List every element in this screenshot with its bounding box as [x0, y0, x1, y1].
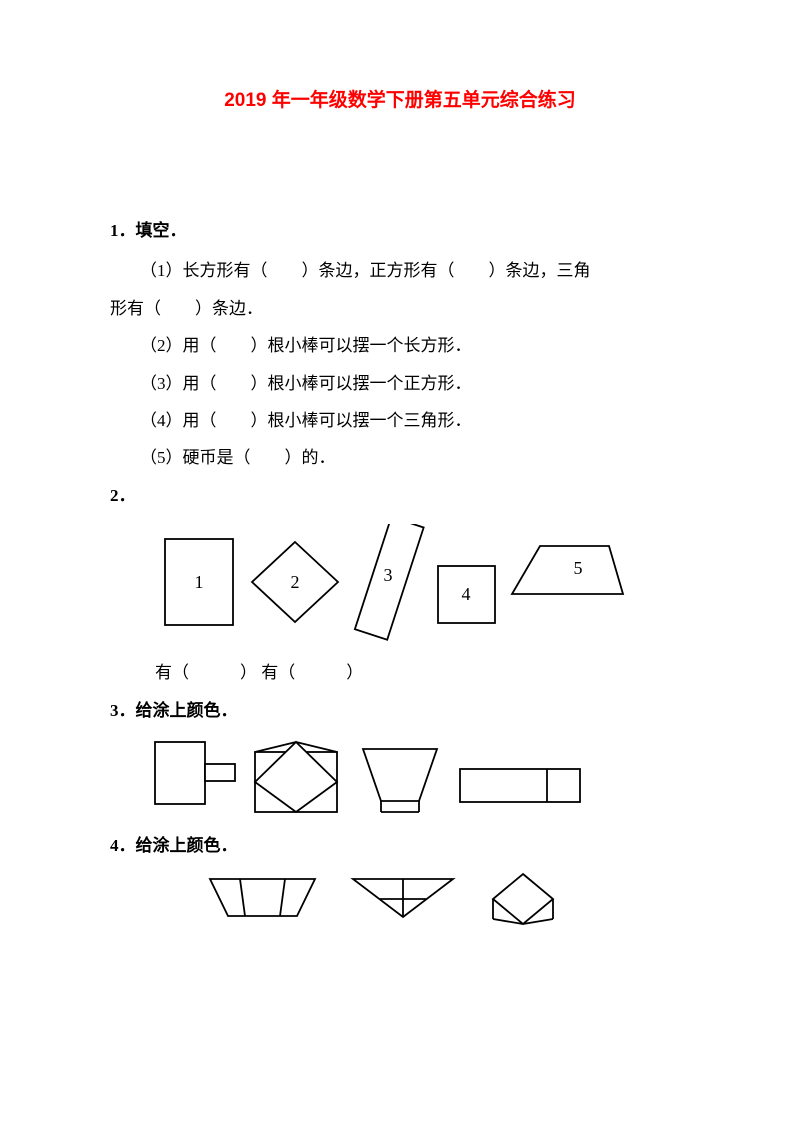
q3-shape-2 — [255, 742, 337, 812]
question-1-4: （4）用（ ）根小棒可以摆一个三角形． — [110, 402, 690, 439]
question-3: 3．给涂上颜色． — [110, 692, 690, 729]
question-1: 1．填空． — [110, 212, 690, 249]
shape-label-4: 4 — [462, 584, 471, 604]
q2-answer-line: 有（ ） 有（ ） — [110, 654, 690, 691]
question-1-2: （2）用（ ）根小棒可以摆一个长方形． — [110, 327, 690, 364]
question-1-1-line2: 形有（ ）条边． — [110, 290, 690, 327]
q3-shapes — [145, 734, 690, 819]
q4-shape-2 — [353, 879, 453, 917]
q4-shapes-svg — [205, 869, 605, 934]
shape-label-3: 3 — [384, 565, 393, 585]
shape-label-2: 2 — [291, 572, 300, 592]
q4-shapes — [205, 869, 690, 934]
page-title: 2019 年一年级数学下册第五单元综合练习 — [110, 85, 690, 112]
q2-shapes-svg: 1 2 3 4 5 — [140, 524, 630, 644]
shape-label-1: 1 — [195, 572, 204, 592]
shape-trapezoid-5 — [512, 546, 623, 594]
q2-shapes: 1 2 3 4 5 — [140, 524, 690, 644]
question-1-5: （5）硬币是（ ）的． — [110, 439, 690, 476]
q4-shape-1 — [210, 879, 315, 916]
question-1-3: （3）用（ ）根小棒可以摆一个正方形． — [110, 365, 690, 402]
q3-shape-3 — [363, 749, 437, 812]
shape-label-5: 5 — [574, 558, 583, 578]
question-4: 4．给涂上颜色． — [110, 827, 690, 864]
q4-shape-3 — [493, 874, 553, 924]
q3-shape-4 — [460, 769, 580, 802]
question-2: 2． — [110, 477, 690, 514]
q3-shape-1 — [155, 742, 235, 804]
q3-shapes-svg — [145, 734, 635, 819]
question-1-1-line1: （1）长方形有（ ）条边，正方形有（ ）条边，三角 — [110, 252, 690, 289]
